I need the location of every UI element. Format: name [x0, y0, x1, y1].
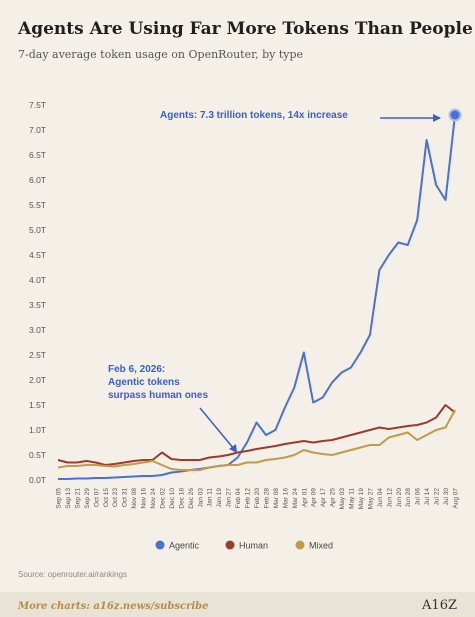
x-tick-label: Jan 11	[207, 488, 214, 507]
x-tick-label: Feb 28	[263, 488, 270, 509]
y-tick-label: 6.5T	[29, 150, 46, 160]
annotation: Agentic tokens	[108, 377, 180, 388]
x-tick-label: Jul 06	[415, 488, 422, 506]
y-tick-label: 3.0T	[29, 325, 46, 335]
x-tick-label: Jan 27	[226, 488, 233, 508]
annotation: Agents: 7.3 trillion tokens, 14x increas…	[160, 110, 348, 121]
x-tick-label: Jul 30	[443, 488, 450, 506]
legend-swatch	[225, 540, 235, 550]
footer-band	[0, 592, 475, 617]
x-tick-label: May 03	[339, 488, 346, 510]
y-tick-label: 5.0T	[29, 225, 46, 235]
x-tick-label: Jul 14	[424, 488, 431, 506]
x-tick-label: Feb 04	[235, 488, 242, 509]
line	[57, 409, 456, 471]
y-tick-label: 2.0T	[29, 375, 46, 385]
legend-label: Agentic	[169, 541, 200, 551]
x-tick-label: Nov 24	[150, 488, 157, 509]
y-tick-label: 7.5T	[29, 100, 46, 110]
arrow	[199, 407, 235, 450]
x-tick-label: Oct 23	[112, 488, 119, 508]
legend-label: Mixed	[309, 541, 333, 551]
x-tick-label: Sep 29	[84, 488, 91, 509]
x-tick-label: Apr 09	[311, 488, 318, 508]
legend-label: Human	[239, 541, 268, 551]
x-tick-label: Sep 05	[56, 488, 63, 509]
x-tick-label: Jun 12	[386, 488, 393, 508]
x-tick-label: Jan 03	[197, 488, 204, 508]
x-tick-label: Dec 02	[159, 488, 166, 509]
x-tick-label: Jan 19	[216, 488, 223, 508]
x-tick-label: Mar 24	[292, 488, 299, 509]
y-tick-label: 4.5T	[29, 250, 46, 260]
x-tick-label: Mar 16	[282, 488, 289, 509]
x-tick-label: Sep 21	[74, 488, 81, 509]
legend-swatch	[295, 540, 305, 550]
y-tick-label: 4.0T	[29, 275, 46, 285]
chart-subtitle: 7-day average token usage on OpenRouter,…	[18, 48, 303, 61]
x-tick-label: Dec 26	[188, 488, 195, 509]
x-tick-label: Dec 10	[169, 488, 176, 509]
legend-swatch	[155, 540, 165, 550]
x-tick-label: Jun 04	[377, 488, 384, 508]
x-tick-label: Jun 20	[396, 488, 403, 508]
y-tick-label: 1.5T	[29, 400, 46, 410]
y-tick-label: 6.0T	[29, 175, 46, 185]
x-tick-label: Oct 15	[103, 488, 110, 508]
x-tick-label: May 27	[367, 488, 374, 510]
annotation: surpass human ones	[108, 390, 208, 401]
x-tick-label: Apr 01	[301, 488, 308, 508]
x-tick-label: Nov 16	[141, 488, 148, 509]
y-tick-label: 3.5T	[29, 300, 46, 310]
x-tick-label: Feb 20	[254, 488, 261, 509]
arrow-head	[229, 444, 237, 453]
chart-title: Agents Are Using Far More Tokens Than Pe…	[17, 19, 473, 39]
arrow-head	[433, 114, 441, 122]
y-tick-label: 0.5T	[29, 450, 46, 460]
y-tick-label: 5.5T	[29, 200, 46, 210]
x-tick-label: Jul 22	[434, 488, 441, 506]
x-tick-label: Dec 18	[178, 488, 185, 509]
x-tick-label: Jun 28	[405, 488, 412, 508]
x-tick-label: May 19	[358, 488, 365, 510]
x-tick-label: Sep 13	[65, 488, 72, 509]
x-tick-label: Mar 08	[273, 488, 280, 509]
line	[57, 404, 456, 466]
plot: 0.0T 0.5T 1.0T 1.5T 2.0T 2.5T 3.0T 3.5T 4.0T 4.5T…	[29, 100, 462, 551]
y-tick-label: 7.0T	[29, 125, 46, 135]
y-tick-label: 1.0T	[29, 425, 46, 435]
line	[58, 114, 456, 480]
footer: More charts: a16z.news/subscribe	[17, 601, 209, 612]
x-tick-label: Feb 12	[245, 488, 252, 509]
source: Source: openrouter.ai/rankings	[18, 570, 127, 579]
endpoint-marker	[448, 108, 462, 122]
x-tick-label: Apr 25	[330, 488, 337, 508]
x-tick-label: Aug 07	[453, 488, 460, 509]
x-tick-label: Apr 17	[320, 488, 327, 508]
x-tick-label: Oct 07	[93, 488, 100, 508]
x-tick-label: May 11	[349, 488, 356, 509]
annotation: Feb 6, 2026:	[108, 364, 165, 375]
x-tick-label: Nov 08	[131, 488, 138, 509]
logo: A16Z	[421, 598, 457, 613]
x-tick-label: Oct 31	[122, 488, 129, 508]
y-tick-label: 0.0T	[29, 475, 46, 485]
y-tick-label: 2.5T	[29, 350, 46, 360]
